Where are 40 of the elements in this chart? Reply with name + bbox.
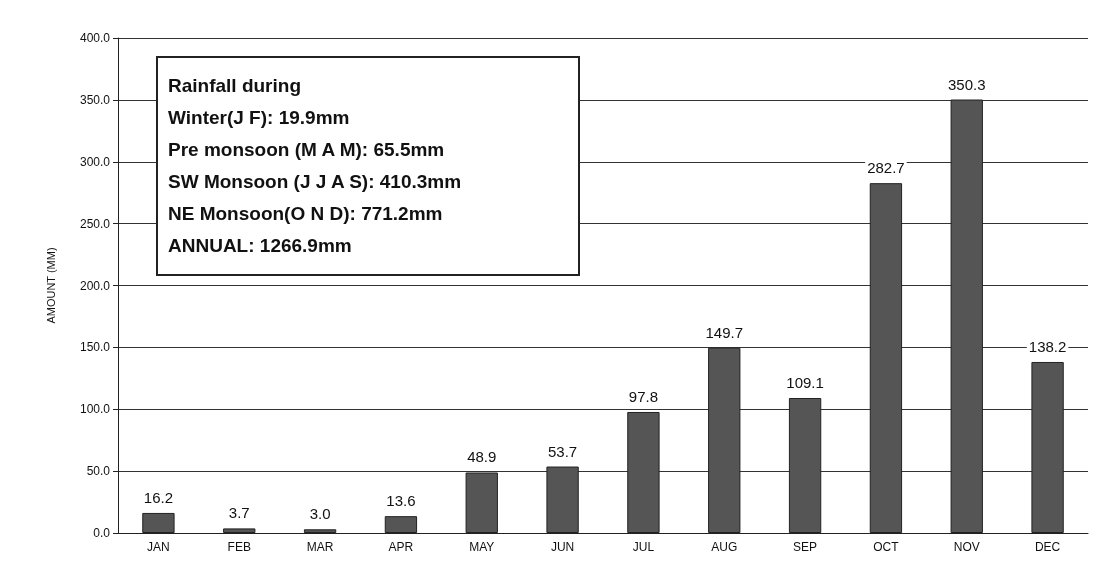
data-label: 53.7 — [547, 442, 578, 460]
x-tick-label: JUL — [632, 540, 655, 554]
x-tick-label: JAN — [147, 540, 170, 554]
x-tick-label: NOV — [953, 540, 980, 554]
x-tick-label: OCT — [873, 540, 900, 554]
data-label: 13.6 — [386, 492, 416, 510]
data-label: 138.2 — [1028, 337, 1067, 355]
y-axis-title: AMOUNT (MM) — [44, 247, 57, 324]
y-tick-label: 350.0 — [79, 92, 111, 107]
y-tick-label: 150.0 — [79, 340, 111, 355]
annotation: Winter(J F): 19.9mm — [168, 106, 351, 130]
data-label: 3.7 — [228, 504, 250, 522]
y-tick-label: 200.0 — [79, 278, 111, 293]
data-label: 282.7 — [867, 159, 905, 177]
annotation: Pre monsoon (M A M): 65.5mm — [168, 138, 446, 162]
x-tick-label: DEC — [1034, 540, 1061, 554]
annotation: NE Monsoon(O N D): 771.2mm — [168, 202, 444, 226]
y-tick-label: 100.0 — [79, 402, 111, 417]
data-label: 48.9 — [467, 448, 497, 466]
x-tick-label: JUN — [550, 540, 575, 554]
data-label: 109.1 — [786, 373, 824, 391]
data-label: 16.2 — [143, 488, 174, 506]
y-tick-label: 300.0 — [79, 154, 111, 169]
x-tick-label: FEB — [227, 540, 251, 554]
y-tick-label: 50.0 — [86, 464, 111, 479]
x-tick-label: APR — [388, 540, 414, 554]
x-tick-label: MAR — [306, 540, 334, 554]
data-label: 149.7 — [705, 323, 744, 341]
x-tick-label: SEP — [793, 540, 818, 554]
y-tick-label: 250.0 — [79, 216, 111, 231]
x-tick-label: AUG — [711, 540, 738, 554]
data-label: 3.0 — [309, 505, 331, 523]
annotation: SW Monsoon (J J A S): 410.3mm — [168, 170, 463, 194]
data-label: 350.3 — [947, 75, 986, 93]
annotation: Rainfall during — [168, 74, 302, 98]
y-tick-label: 0.0 — [93, 526, 111, 540]
data-label: 97.8 — [628, 387, 659, 405]
annotation: ANNUAL: 1266.9mm — [168, 234, 353, 258]
x-tick-label: MAY — [469, 540, 495, 554]
y-tick-label: 400.0 — [79, 31, 111, 45]
